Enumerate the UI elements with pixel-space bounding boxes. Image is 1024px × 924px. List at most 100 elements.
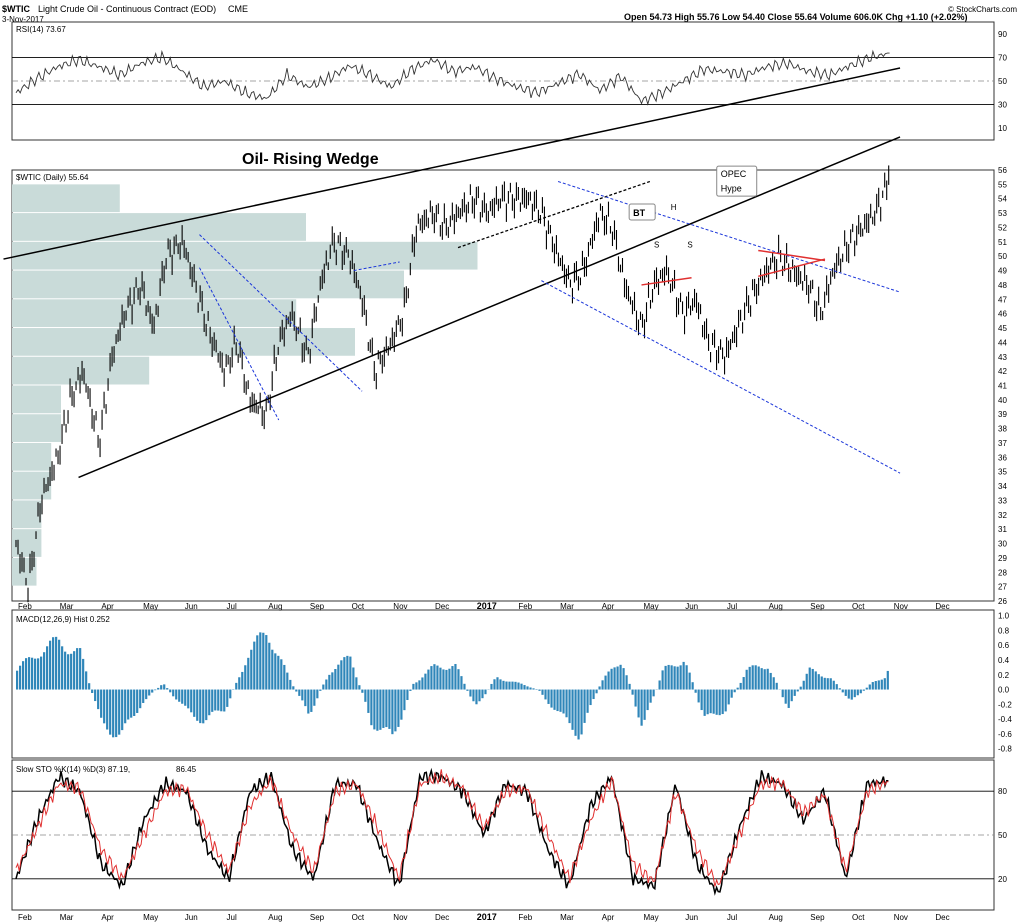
- sto-x-label: Mar: [560, 913, 574, 922]
- macd-hist-bar: [685, 665, 688, 690]
- price-label: $WTIC (Daily) 55.64: [16, 173, 89, 182]
- macd-hist-bar: [328, 674, 331, 690]
- macd-hist-bar: [103, 689, 106, 724]
- macd-hist-bar: [688, 672, 691, 690]
- macd-tick-label: 0.2: [998, 671, 1010, 680]
- macd-hist-bar: [223, 689, 226, 712]
- macd-hist-bar: [355, 677, 358, 690]
- trendline: [557, 181, 901, 293]
- price-tick-label: 38: [998, 425, 1007, 434]
- macd-hist-bar: [280, 659, 283, 690]
- annotation-opec: Hype: [721, 184, 742, 194]
- macd-hist-bar: [484, 689, 487, 695]
- macd-hist-bar: [763, 669, 766, 690]
- sto-x-label: Aug: [268, 913, 282, 922]
- macd-hist-bar: [439, 667, 442, 690]
- macd-hist-bar: [214, 689, 217, 711]
- macd-hist-bar: [40, 656, 43, 690]
- macd-hist-bar: [547, 689, 550, 704]
- sto-x-label: Dec: [435, 913, 449, 922]
- macd-hist-bar: [106, 689, 109, 730]
- macd-hist-bar: [427, 669, 430, 690]
- macd-hist-bar: [31, 657, 34, 690]
- price-x-label: May: [644, 602, 659, 611]
- rsi-label: RSI(14) 73.67: [16, 25, 66, 34]
- macd-hist-bar: [331, 672, 334, 690]
- macd-hist-bar: [553, 689, 556, 710]
- macd-hist-bar: [289, 679, 292, 690]
- macd-hist-bar: [220, 689, 223, 712]
- price-x-label: Dec: [935, 602, 949, 611]
- macd-hist-bar: [646, 689, 649, 711]
- chart-quote: Open 54.73 High 55.76 Low 54.40 Close 55…: [624, 12, 968, 22]
- macd-hist-bar: [457, 669, 460, 690]
- macd-hist-bar: [499, 679, 502, 690]
- macd-hist-bar: [790, 689, 793, 702]
- price-x-label: Sep: [810, 602, 825, 611]
- macd-hist-bar: [787, 689, 790, 708]
- macd-hist-bar: [742, 677, 745, 690]
- macd-hist-bar: [526, 686, 529, 690]
- sto-layer: Slow STO %K(14) %D(3) 87.19, 86.45 20 50 80…: [12, 765, 1007, 922]
- price-tick-label: 32: [998, 511, 1007, 520]
- price-x-label: Jun: [685, 602, 698, 611]
- macd-hist-bar: [781, 689, 784, 698]
- macd-tick-label: -0.4: [998, 715, 1012, 724]
- price-x-label: Feb: [518, 602, 532, 611]
- macd-hist-bar: [43, 652, 46, 690]
- price-x-label: May: [143, 602, 158, 611]
- macd-hist-bar: [874, 681, 877, 690]
- watermark: © StockCharts.com: [948, 5, 1017, 14]
- macd-hist-bar: [508, 681, 511, 690]
- macd-hist-bar: [79, 648, 82, 690]
- macd-hist-bar: [91, 689, 94, 693]
- macd-hist-bar: [517, 682, 520, 690]
- macd-hist-bar: [712, 689, 715, 714]
- macd-hist-bar: [268, 642, 271, 690]
- macd-tick-label: 0.0: [998, 686, 1010, 695]
- macd-hist-bar: [265, 635, 268, 690]
- macd-hist-bar: [805, 673, 808, 690]
- price-tick-label: 33: [998, 496, 1007, 505]
- macd-hist-bar: [109, 689, 112, 735]
- macd-hist-bar: [124, 689, 127, 724]
- macd-hist-bar: [196, 689, 199, 721]
- macd-hist-bar: [322, 684, 325, 690]
- macd-hist-bar: [433, 664, 436, 690]
- macd-hist-bar: [496, 677, 499, 690]
- macd-hist-bar: [172, 689, 175, 697]
- macd-hist-bar: [853, 689, 856, 698]
- price-x-label: Mar: [60, 602, 74, 611]
- macd-hist-bar: [205, 689, 208, 721]
- macd-hist-bar: [502, 680, 505, 690]
- macd-hist-bar: [601, 680, 604, 690]
- trendline: [78, 136, 901, 479]
- macd-hist-bar: [595, 689, 598, 694]
- macd-hist-bar: [73, 651, 76, 690]
- macd-hist-bar: [628, 683, 631, 690]
- macd-hist-bar: [424, 673, 427, 690]
- trendline: [353, 261, 400, 272]
- macd-hist-bar: [721, 689, 724, 715]
- macd-hist-bar: [217, 689, 220, 711]
- price-tick-label: 44: [998, 338, 1007, 347]
- macd-hist-bar: [151, 689, 154, 693]
- price-tick-label: 40: [998, 396, 1007, 405]
- macd-tick-label: 0.8: [998, 626, 1010, 635]
- price-tick-label: 41: [998, 382, 1007, 391]
- macd-hist-bar: [829, 678, 832, 690]
- macd-hist-bar: [571, 689, 574, 730]
- macd-hist-bar: [127, 689, 130, 720]
- macd-hist-bar: [613, 667, 616, 690]
- macd-hist-bar: [238, 677, 241, 690]
- macd-hist-bar: [25, 658, 28, 690]
- price-x-label: Jul: [727, 602, 737, 611]
- macd-hist-bar: [652, 689, 655, 697]
- volume-by-price-bar: [12, 414, 61, 442]
- trendline: [457, 180, 651, 249]
- macd-hist-bar: [316, 689, 319, 699]
- macd-tick-label: 0.6: [998, 641, 1010, 650]
- macd-hist-bar: [649, 689, 652, 703]
- chart-symbol: $WTIC: [2, 4, 30, 14]
- macd-hist-bar: [163, 684, 166, 690]
